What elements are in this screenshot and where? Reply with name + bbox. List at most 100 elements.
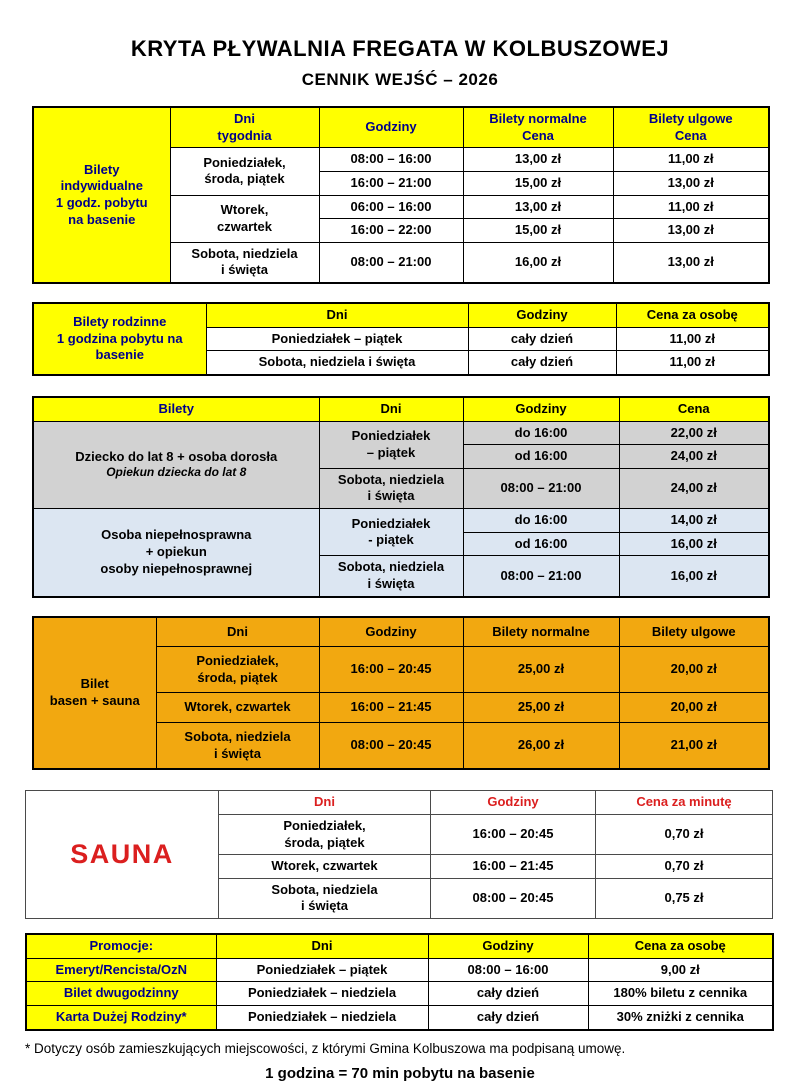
table-cell-text: 30% zniżki z cennika — [616, 1008, 744, 1024]
day-cell: Poniedziałek, środa, piątek — [155, 646, 320, 694]
table-cell-text: 22,00 zł — [670, 424, 717, 440]
table-cell-text: do 16:00 — [514, 424, 568, 440]
price-cell: 16,00 zł — [618, 531, 770, 557]
table-cell-text: 15,00 zł — [514, 174, 562, 190]
table-cell-text: 0,70 zł — [664, 826, 704, 842]
table-cell-text: 08:00 – 20:45 — [472, 890, 554, 906]
table-row: Dziecko do lat 8 + osoba dorosła Opiekun … — [32, 420, 770, 509]
table-cell-text: Poniedziałek – piątek — [271, 330, 403, 346]
column-header: Dni — [155, 615, 320, 648]
table-cell-text: Dni — [311, 938, 333, 953]
table-row: Emeryt/Rencista/OzN Poniedziałek – piątek… — [25, 957, 774, 983]
table-cell-text: Godziny — [515, 400, 567, 416]
price-cell: 24,00 zł — [618, 444, 770, 469]
price-cell: 0,70 zł — [595, 813, 773, 856]
column-header: Bilety ulgowe — [618, 615, 770, 648]
table-cell-text: Godziny — [365, 119, 417, 135]
day-cell: Poniedziałek, środa, piątek — [169, 147, 320, 196]
row-label: Bilet basen + sauna — [32, 616, 157, 770]
day-cell: Sobota, niedziela i święta — [205, 350, 469, 376]
table-row: Sobota, niedziela i święta 08:00 – 21:00 1… — [33, 241, 770, 284]
table-cell-text: Sobota, niedziela i święta — [271, 881, 378, 914]
table-cell-text: cały dzień — [476, 985, 540, 1001]
hours-cell: 16:00 – 21:45 — [430, 854, 596, 879]
table-cell-text: 0,75 zł — [664, 890, 704, 906]
table-row: SAUNA Dni Godziny Cena za minutę — [25, 790, 773, 919]
column-header: Godziny — [318, 615, 464, 648]
table-cell-text: Sobota, niedziela i święta — [191, 245, 298, 278]
table-cell-text: Wtorek, czwartek — [184, 699, 291, 715]
table-cell-text: Sobota, niedziela i święta — [337, 559, 445, 591]
row-label: Bilet dwugodzinny — [25, 981, 217, 1006]
column-header: Dni tygodnia — [169, 106, 320, 149]
hours-cell: 16:00 – 20:45 — [430, 813, 596, 856]
table-row: Poniedziałek, środa, piątek 08:00 – 16:00… — [33, 147, 770, 196]
column-header: Godziny — [467, 302, 617, 328]
price-cell: 9,00 zł — [587, 957, 774, 983]
table-cell-text: 11,00 zł — [667, 198, 714, 214]
table-cell-text: Dni — [326, 307, 348, 322]
column-header: Godziny — [430, 790, 596, 815]
day-cell: Wtorek, czwartek — [155, 692, 320, 723]
table-row: Bilet dwugodzinny Poniedziałek – niedziel… — [25, 981, 774, 1006]
table-row: Wtorek, czwartek 16:00 – 21:45 25,00 zł 20,… — [33, 692, 770, 723]
column-header: Bilety normalne Cena — [462, 106, 614, 149]
table-row: Osoba niepełnosprawna + opiekun osoby ni… — [32, 507, 770, 597]
day-cell: Poniedziałek - piątek — [318, 507, 464, 557]
table-cell-text: Bilety rodzinne 1 godzina pobytu na base… — [56, 314, 183, 363]
row-label: Dziecko do lat 8 + osoba dorosła Opiekun … — [32, 420, 320, 509]
table-row: Wtorek, czwartek 16:00 – 21:45 0,70 zł — [26, 854, 773, 879]
page-title: KRYTA PŁYWALNIA FREGATA W KOLBUSZOWEJ — [130, 36, 670, 61]
table-cell-text: 11,00 zł — [669, 330, 716, 346]
hours-cell: cały dzień — [467, 350, 617, 376]
day-cell: Sobota, niedziela i święta — [318, 467, 464, 510]
hours-cell: 16:00 – 21:45 — [318, 692, 464, 723]
price-cell: 25,00 zł — [462, 646, 620, 694]
table-cell-text: od 16:00 — [514, 448, 568, 464]
table-cell-text: Godziny — [516, 307, 568, 322]
tables-container: Bilety indywidualne 1 godz. pobytu na ba… — [0, 106, 800, 1031]
table-row: Bilety indywidualne 1 godz. pobytu na ba… — [32, 106, 770, 284]
table-individual-tickets: Bilety indywidualne 1 godz. pobytu na ba… — [32, 106, 770, 284]
day-cell: Sobota, niedziela i święta — [318, 555, 464, 597]
day-cell: Poniedziałek – piątek — [215, 957, 429, 983]
table-cell-text: 25,00 zł — [517, 699, 565, 715]
table-cell-text: 20,00 zł — [670, 699, 717, 715]
price-cell: 22,00 zł — [618, 420, 770, 446]
hours-cell: cały dzień — [427, 1004, 589, 1031]
price-cell: 11,00 zł — [612, 147, 770, 172]
day-cell: Poniedziałek – piątek — [318, 420, 464, 469]
hours-cell: 08:00 – 21:00 — [462, 467, 620, 510]
table-cell-text: cały dzień — [476, 1008, 540, 1024]
table-cell-text: Bilety normalne — [492, 623, 590, 639]
table-cell-text: 08:00 – 21:00 — [500, 567, 582, 583]
table-cell-text: SAUNA — [70, 839, 174, 870]
price-cell: 13,00 zł — [612, 170, 770, 196]
table-cell-text: Bilet dwugodzinny — [63, 985, 179, 1001]
price-cell: 15,00 zł — [462, 170, 614, 196]
table-cell-text: 11,00 zł — [669, 354, 716, 370]
table-cell-text: 9,00 zł — [660, 961, 700, 977]
table-cell-text: Poniedziałek, środa, piątek — [203, 154, 286, 187]
table-cell-text: Cena za osobę — [646, 307, 738, 322]
table-special-tickets: Bilety Dni Godziny Cena Dziecko do lat 8 + o… — [32, 395, 770, 598]
table-cell-text: 08:00 – 21:00 — [350, 254, 432, 270]
table-cell-text: cały dzień — [510, 354, 574, 370]
price-cell: 0,75 zł — [595, 877, 773, 920]
table-cell-text: 20,00 zł — [670, 661, 717, 677]
row-label: Bilety indywidualne 1 godz. pobytu na ba… — [32, 106, 171, 284]
table-cell-text: 16,00 zł — [670, 535, 717, 551]
price-cell: 180% biletu z cennika — [587, 981, 774, 1006]
table-cell-text: 13,00 zł — [667, 174, 714, 190]
table-cell-text: 24,00 zł — [670, 448, 717, 464]
table-cell-text: 24,00 zł — [670, 480, 717, 496]
price-cell: 21,00 zł — [618, 722, 770, 770]
table-cell-text: Dni tygodnia — [217, 111, 272, 143]
table-cell-text: Promocje: — [89, 938, 154, 953]
pricelist-document: KRYTA PŁYWALNIA FREGATA W KOLBUSZOWEJ CE… — [0, 36, 800, 1082]
table-cell-text: 13,00 zł — [514, 198, 562, 214]
table-cell-text: 0,70 zł — [664, 858, 704, 874]
table-cell-text: 15,00 zł — [514, 222, 562, 238]
price-cell: 0,70 zł — [595, 854, 773, 879]
table-cell-text: 13,00 zł — [667, 222, 714, 238]
